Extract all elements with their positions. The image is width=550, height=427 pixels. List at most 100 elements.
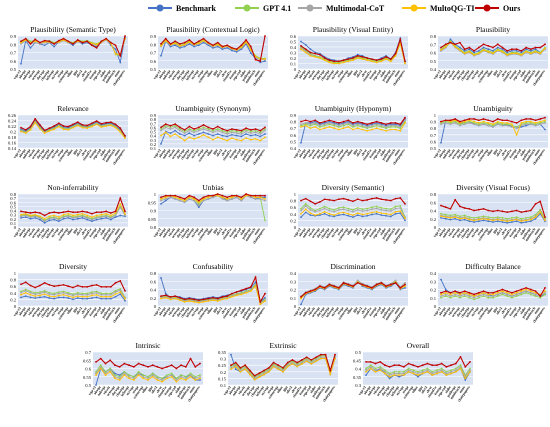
- x-tick-label: textvqa: [171, 227, 181, 239]
- data-point: [156, 379, 159, 381]
- x-tick-label: textvqa: [31, 69, 41, 81]
- data-point: [259, 303, 262, 306]
- y-tick-label: 0.22: [8, 124, 17, 129]
- data-point: [264, 196, 266, 199]
- data-point: [539, 52, 542, 55]
- data-point: [404, 286, 406, 289]
- x-tick-label: okvqa: [438, 148, 447, 158]
- data-point: [67, 215, 70, 218]
- x-tick-label: tdiuc: [346, 306, 354, 315]
- data-point: [393, 364, 396, 367]
- data-point: [366, 199, 369, 201]
- data-point: [20, 293, 22, 296]
- data-point: [254, 128, 257, 130]
- data-point: [375, 210, 378, 213]
- data-point: [95, 291, 98, 294]
- data-point: [473, 54, 475, 56]
- x-tick-label: vqa-rad: [167, 385, 177, 397]
- data-point: [29, 212, 32, 214]
- data-point: [506, 211, 509, 214]
- y-tick-label: 0.7: [10, 196, 16, 201]
- data-point: [179, 196, 181, 199]
- data-point: [259, 198, 262, 200]
- chart-panel: Intrinsic0.70.650.60.550.5vqa-v2okvqaaok…: [83, 341, 203, 403]
- data-point: [43, 293, 46, 296]
- x-tick-label: aokvqa: [162, 227, 172, 239]
- data-point: [361, 125, 364, 128]
- x-tick-label: nlvr2: [215, 306, 223, 315]
- data-point: [114, 216, 117, 219]
- x-tick-label: stvqa: [336, 306, 344, 315]
- data-point: [337, 62, 340, 65]
- data-point: [482, 46, 485, 49]
- data-point: [347, 283, 350, 286]
- data-point: [487, 296, 490, 299]
- data-point: [29, 43, 32, 45]
- data-point: [525, 286, 527, 289]
- x-tick-label: tdiuc: [486, 306, 494, 315]
- x-tick-label: docvqa: [36, 148, 46, 159]
- y-tick-label: 0.2: [290, 288, 296, 293]
- x-tick-label: nlvr2: [215, 69, 223, 78]
- x-tick-label: ocrvqa: [190, 148, 199, 159]
- data-point: [361, 199, 364, 202]
- data-point: [264, 296, 266, 299]
- data-point: [473, 123, 475, 126]
- data-point: [487, 48, 490, 51]
- data-point: [48, 215, 51, 218]
- x-tick-label: iconqa: [368, 148, 377, 159]
- data-point: [496, 46, 499, 49]
- data-point: [114, 214, 117, 217]
- x-tick-label: docvqa: [176, 227, 186, 238]
- data-point: [29, 216, 32, 219]
- data-point: [95, 218, 98, 221]
- x-tick-label: infovqa: [185, 227, 195, 239]
- data-point: [333, 199, 335, 202]
- data-point: [374, 370, 377, 373]
- data-point: [544, 286, 546, 289]
- x-tick-label: mmbench: [384, 69, 396, 84]
- x-tick-label: stvqa: [266, 385, 274, 394]
- x-tick-label: nlvr2: [355, 306, 363, 315]
- data-point: [264, 129, 266, 132]
- data-point: [29, 125, 32, 128]
- data-point: [164, 292, 167, 295]
- data-point: [444, 213, 447, 216]
- x-tick-label: vqa-rad: [512, 69, 522, 81]
- data-point: [179, 299, 181, 302]
- data-point: [151, 374, 154, 376]
- x-tick-label: vqa-rad: [92, 148, 102, 160]
- data-point: [118, 374, 121, 376]
- data-point: [180, 377, 182, 380]
- x-tick-label: gqa: [282, 385, 289, 392]
- data-point: [86, 297, 89, 300]
- data-point: [76, 293, 79, 296]
- data-point: [100, 217, 103, 220]
- data-point: [221, 296, 224, 298]
- data-point: [109, 359, 112, 362]
- data-point: [511, 123, 513, 126]
- x-tick-label: docvqa: [36, 227, 46, 238]
- data-point: [347, 122, 350, 124]
- x-tick-label: mmbench: [384, 227, 396, 242]
- x-tick-label: okvqa: [298, 306, 307, 316]
- x-tick-label: aokvqa: [367, 385, 377, 397]
- data-point: [123, 370, 126, 373]
- data-point: [342, 197, 345, 200]
- x-tick-label: textvqa: [31, 227, 41, 239]
- data-point: [365, 367, 367, 370]
- data-point: [254, 198, 257, 200]
- data-point: [487, 209, 490, 212]
- data-point: [371, 211, 373, 214]
- data-point: [342, 122, 345, 124]
- data-point: [29, 291, 32, 294]
- x-tick-label: docvqa: [36, 69, 46, 80]
- data-point: [105, 293, 107, 296]
- chart-panel: Unambiguity (Hyponym)0.90.80.70.60.50.4v…: [290, 104, 408, 166]
- data-point: [366, 127, 369, 130]
- data-point: [244, 366, 247, 369]
- data-point: [202, 124, 205, 126]
- x-tick-label: infovqa: [465, 69, 475, 81]
- data-point: [296, 361, 299, 364]
- data-point: [193, 300, 195, 303]
